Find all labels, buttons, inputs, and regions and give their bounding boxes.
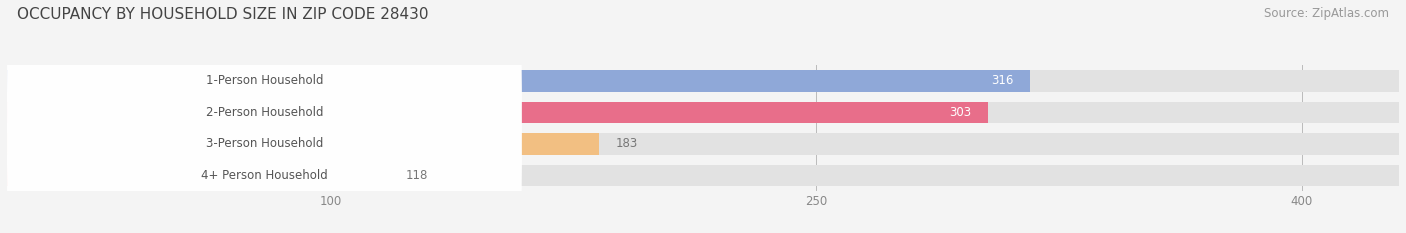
Text: 4+ Person Household: 4+ Person Household bbox=[201, 169, 328, 182]
FancyBboxPatch shape bbox=[7, 9, 522, 153]
Bar bbox=[7, 165, 1399, 186]
Text: 1-Person Household: 1-Person Household bbox=[205, 75, 323, 87]
Bar bbox=[7, 102, 988, 123]
Text: 3-Person Household: 3-Person Household bbox=[205, 137, 323, 150]
FancyBboxPatch shape bbox=[7, 40, 522, 185]
Bar bbox=[7, 133, 599, 154]
Bar bbox=[7, 165, 389, 186]
Text: 183: 183 bbox=[616, 137, 638, 150]
Text: 303: 303 bbox=[949, 106, 972, 119]
Text: 316: 316 bbox=[991, 75, 1014, 87]
Text: 2-Person Household: 2-Person Household bbox=[205, 106, 323, 119]
Bar bbox=[7, 102, 1399, 123]
Text: 118: 118 bbox=[405, 169, 427, 182]
Text: OCCUPANCY BY HOUSEHOLD SIZE IN ZIP CODE 28430: OCCUPANCY BY HOUSEHOLD SIZE IN ZIP CODE … bbox=[17, 7, 429, 22]
Bar bbox=[7, 133, 1399, 154]
FancyBboxPatch shape bbox=[7, 72, 522, 216]
FancyBboxPatch shape bbox=[7, 103, 522, 233]
Bar bbox=[7, 70, 1399, 92]
Text: Source: ZipAtlas.com: Source: ZipAtlas.com bbox=[1264, 7, 1389, 20]
Bar bbox=[7, 70, 1031, 92]
